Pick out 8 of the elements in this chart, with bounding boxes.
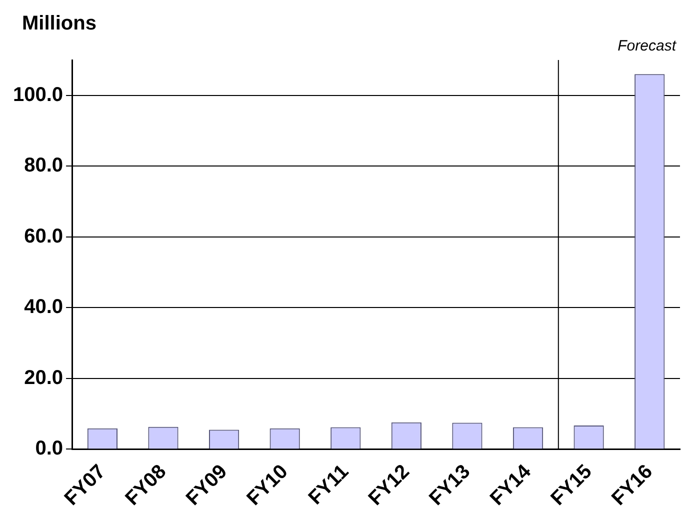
- y-tick-label: 20.0: [24, 366, 64, 389]
- y-axis-title: Millions: [22, 12, 96, 35]
- y-tick-label: 60.0: [24, 225, 64, 248]
- text: Forecast: [618, 38, 677, 55]
- y-tick-label: 40.0: [24, 296, 64, 318]
- y-tick-label: 80.0: [24, 154, 64, 177]
- y-tick-label: 100.0: [12, 84, 64, 106]
- y-tick-label: 0.0: [35, 438, 64, 460]
